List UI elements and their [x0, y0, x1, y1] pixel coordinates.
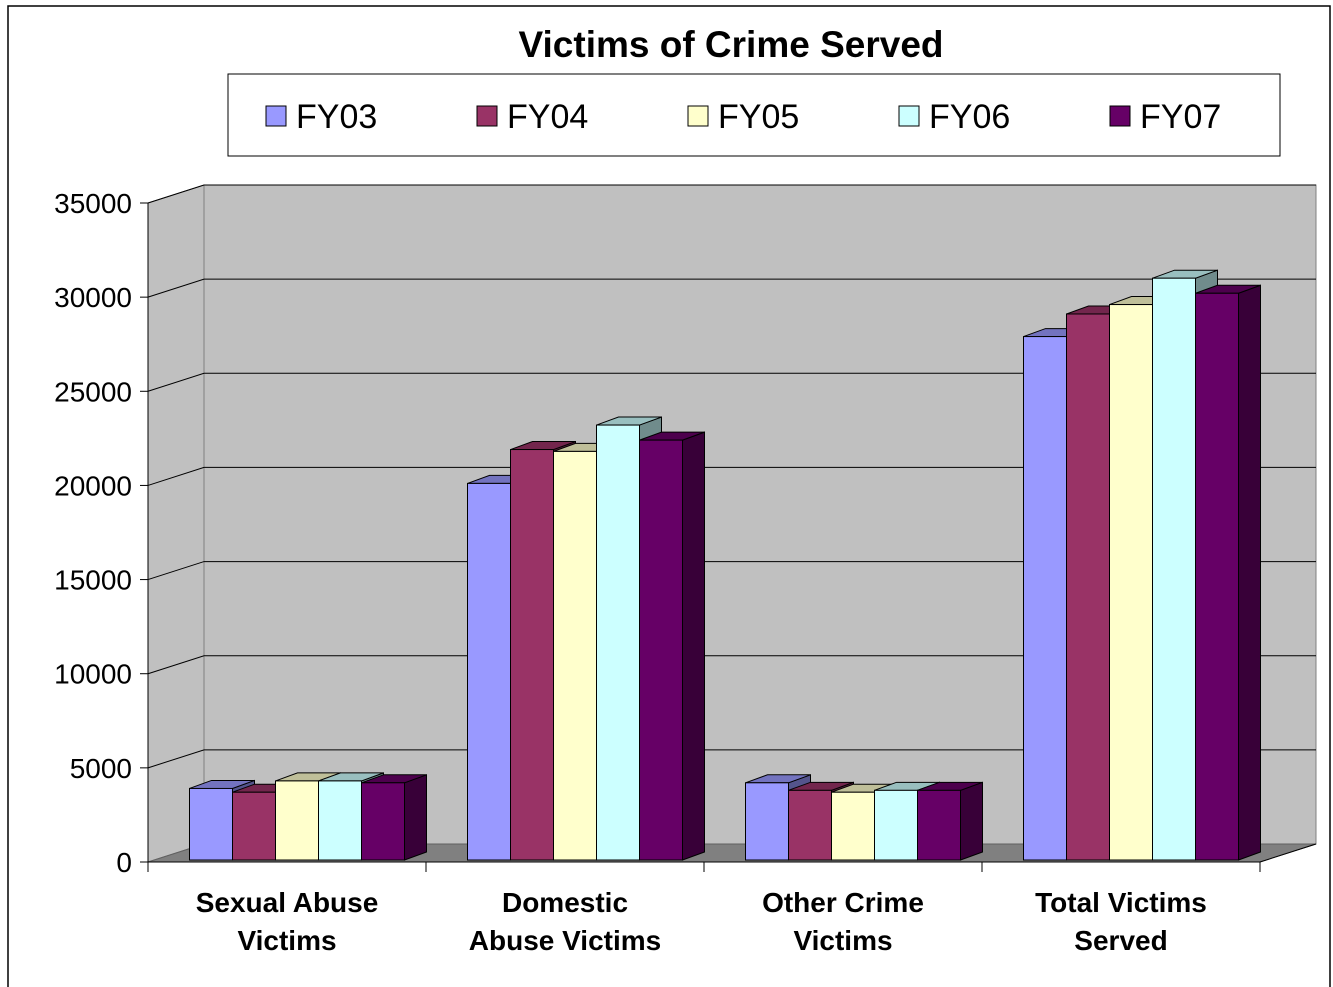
gridline	[147, 372, 1316, 392]
bar-fy05-1	[553, 450, 597, 861]
legend-swatch	[687, 105, 709, 127]
legend-swatch	[265, 105, 287, 127]
bar-side	[404, 774, 427, 861]
side-wall	[147, 184, 205, 863]
y-tick-label: 15000	[54, 565, 132, 596]
chart-title: Victims of Crime Served	[519, 24, 944, 65]
gridline	[147, 655, 1316, 675]
legend-swatch	[898, 105, 920, 127]
bar-fy05-3	[1109, 304, 1153, 861]
legend-swatch	[1109, 105, 1131, 127]
gridline	[147, 561, 1316, 581]
gridline	[147, 184, 1316, 204]
category-label: Domestic Abuse Victims	[469, 887, 661, 956]
bar-fy04-1	[510, 449, 554, 861]
bar-fy07-0	[361, 782, 405, 861]
y-tick-label: 25000	[54, 376, 132, 407]
bar-fy05-0	[275, 780, 319, 861]
bar-side	[682, 431, 705, 861]
bar-side	[1238, 284, 1261, 861]
category-label: Other Crime Victims	[762, 887, 924, 956]
legend-label: FY05	[718, 98, 799, 136]
bar-fy06-2	[874, 789, 918, 861]
y-tick-label: 30000	[54, 282, 132, 313]
bar-fy03-0	[189, 787, 233, 861]
gridline	[147, 278, 1316, 298]
y-tick-label: 5000	[70, 753, 132, 784]
bar-fy06-3	[1152, 277, 1196, 861]
bar-fy05-2	[831, 791, 875, 861]
category-label: Total Victims Served	[1035, 887, 1207, 956]
bar-fy03-3	[1023, 336, 1067, 861]
y-tick-label: 35000	[54, 188, 132, 219]
y-tick-label: 10000	[54, 659, 132, 690]
category-label: Sexual Abuse Victims	[196, 887, 379, 956]
bar-fy06-0	[318, 780, 362, 861]
bar-fy04-0	[232, 791, 276, 861]
legend-label: FY06	[929, 98, 1010, 136]
legend-swatch	[476, 105, 498, 127]
y-tick-label: 20000	[54, 470, 132, 501]
bar-fy07-2	[917, 789, 961, 861]
legend: FY03 FY04 FY05 FY06 FY07	[227, 73, 1281, 157]
y-tick-label: 0	[116, 847, 132, 878]
bar-fy04-3	[1066, 313, 1110, 861]
x-axis-depth	[1259, 843, 1317, 863]
bar-fy03-2	[745, 782, 789, 861]
bar-fy07-1	[639, 439, 683, 861]
legend-label: FY03	[296, 98, 377, 136]
legend-label: FY07	[1140, 98, 1221, 136]
bar-fy06-1	[596, 424, 640, 861]
gridline	[147, 749, 1316, 769]
bar-fy07-3	[1195, 292, 1239, 861]
gridline	[147, 466, 1316, 486]
bar-side	[960, 781, 983, 861]
bar-fy04-2	[788, 789, 832, 861]
legend-label: FY04	[507, 98, 588, 136]
legend-box	[227, 73, 1281, 157]
bar-fy03-1	[467, 482, 511, 861]
plot-area: 0 5000 10000 15000 20000 25000 30000 35000 Sexua…	[54, 184, 1317, 956]
